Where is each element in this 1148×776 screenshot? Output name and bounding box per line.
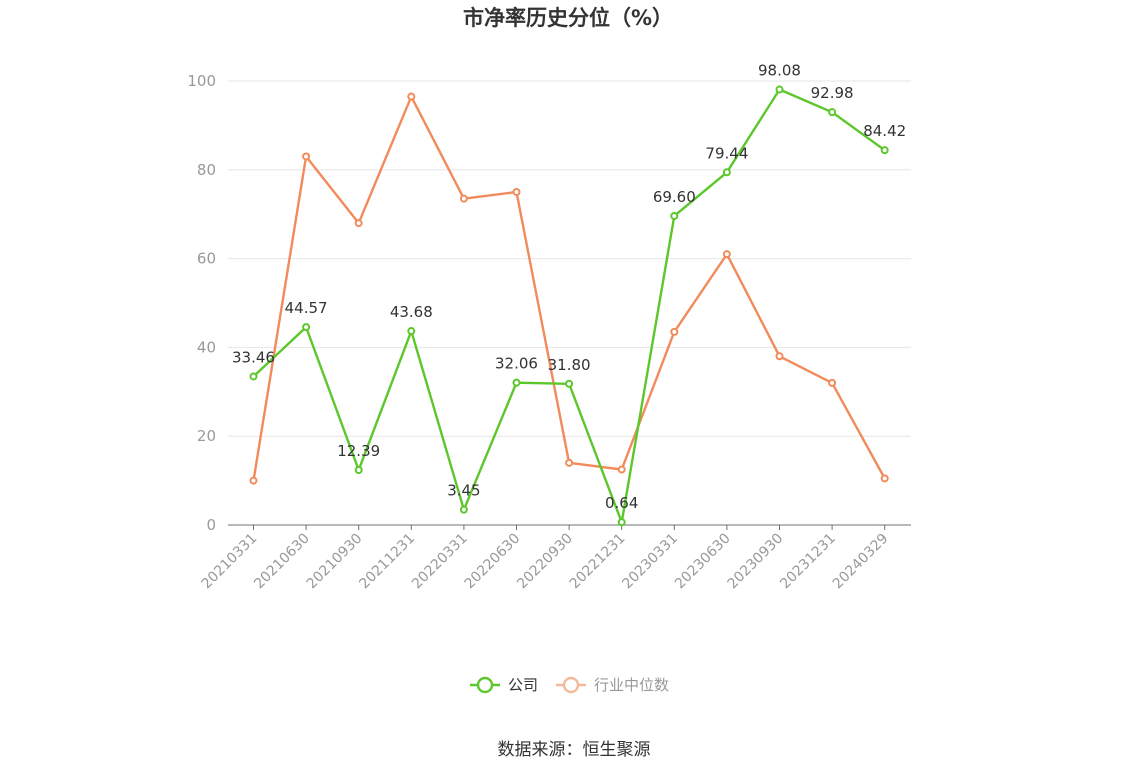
data-label: 92.98 — [811, 84, 854, 102]
data-point — [775, 85, 784, 94]
x-tick-label: 20230331 — [619, 531, 681, 593]
data-point — [617, 518, 626, 527]
data-point — [722, 250, 731, 259]
data-point — [302, 152, 311, 161]
y-axis: 0 20 40 60 80 100 — [187, 72, 216, 534]
data-point — [565, 379, 574, 388]
data-point — [354, 219, 363, 228]
data-point — [354, 465, 363, 474]
data-labels: 33.46 44.57 12.39 43.68 3.45 32.06 31.80 0.64 69… — [232, 62, 906, 513]
data-label: 3.45 — [447, 482, 480, 500]
data-point — [617, 465, 626, 474]
x-axis: 2021033120210630202109302021123120220331… — [199, 524, 911, 593]
y-tick-label: 100 — [187, 72, 216, 90]
data-point — [722, 168, 731, 177]
legend[interactable]: 公司 行业中位数 — [470, 676, 669, 694]
legend-label: 行业中位数 — [594, 676, 669, 694]
data-label: 44.57 — [285, 299, 328, 317]
legend-item-1[interactable]: 行业中位数 — [556, 676, 669, 694]
data-point — [565, 458, 574, 467]
series-line — [252, 95, 886, 481]
data-label: 79.44 — [705, 144, 748, 162]
x-tick-label: 20211231 — [356, 531, 418, 593]
data-point — [670, 211, 679, 220]
data-point — [880, 146, 889, 155]
data-point — [880, 474, 889, 483]
series-0 — [249, 85, 889, 527]
x-tick-label: 20230930 — [725, 531, 787, 593]
x-tick-label: 20230630 — [672, 531, 734, 593]
x-tick-label: 20210331 — [199, 531, 261, 593]
x-tick-label: 20231231 — [777, 531, 839, 593]
data-point — [459, 194, 468, 203]
data-label: 98.08 — [758, 62, 801, 80]
y-tick-label: 20 — [197, 427, 216, 445]
x-tick-label: 20220331 — [409, 531, 471, 593]
source-note: 数据来源：恒生聚源 — [498, 740, 651, 760]
data-point — [670, 327, 679, 336]
x-tick-label: 20221231 — [567, 531, 629, 593]
legend-label: 公司 — [508, 676, 538, 694]
data-point — [302, 323, 311, 332]
data-label: 31.80 — [548, 356, 591, 374]
y-tick-label: 0 — [206, 516, 216, 534]
chart-title: 市净率历史分位（%） — [463, 6, 673, 30]
x-tick-label: 20210930 — [304, 531, 366, 593]
legend-marker — [476, 676, 494, 694]
grid — [228, 80, 911, 437]
data-point — [775, 352, 784, 361]
x-tick-label: 20210630 — [251, 531, 313, 593]
data-point — [512, 188, 521, 196]
x-tick-label: 20220630 — [462, 531, 524, 593]
data-point — [249, 476, 258, 485]
data-label: 32.06 — [495, 355, 538, 373]
data-point — [249, 372, 258, 381]
data-label: 12.39 — [337, 442, 380, 460]
y-tick-label: 40 — [197, 338, 216, 356]
data-point — [407, 327, 416, 336]
x-tick-label: 20220930 — [514, 531, 576, 593]
legend-marker — [562, 676, 580, 694]
data-label: 33.46 — [232, 348, 275, 366]
data-point — [828, 108, 837, 117]
legend-item-0[interactable]: 公司 — [470, 676, 538, 694]
data-label: 84.42 — [863, 122, 906, 140]
data-point — [828, 378, 837, 387]
data-label: 43.68 — [390, 303, 433, 321]
data-label: 0.64 — [605, 494, 638, 512]
x-tick-label: 20240329 — [830, 531, 892, 593]
y-tick-label: 80 — [197, 161, 216, 179]
series-1 — [249, 92, 889, 485]
series-lines — [249, 85, 889, 527]
y-tick-label: 60 — [197, 250, 216, 268]
data-label: 69.60 — [653, 188, 696, 206]
data-point — [407, 92, 416, 101]
data-point — [459, 505, 468, 514]
data-point — [512, 378, 521, 387]
